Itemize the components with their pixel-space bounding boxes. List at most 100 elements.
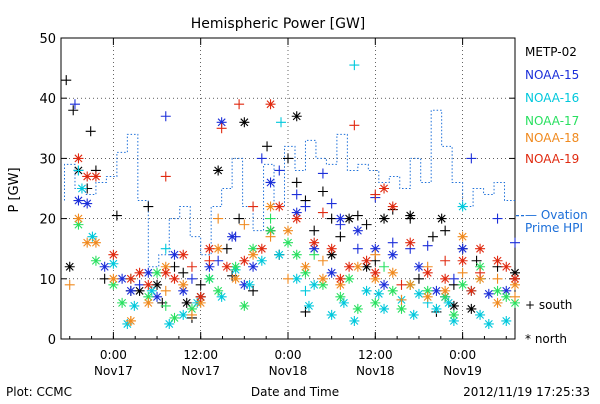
data-point-south [283,273,293,284]
data-point-south [466,153,477,164]
legend-item-noaa17: NOAA-17 [525,114,579,128]
data-point-north [501,291,512,302]
data-point-north [283,237,293,248]
legend: METP-02 NOAA-15 NOAA-16 NOAA-17 NOAA-18 … [525,45,588,346]
data-point-north [492,255,503,266]
data-point-north [440,291,451,302]
x-tick-date-label: Nov18 [356,364,395,378]
data-point-north [291,213,302,224]
data-point-north [309,237,320,248]
data-point-north [475,261,486,272]
data-point-north [457,255,468,266]
data-point-south [492,273,503,284]
data-point-north [352,261,363,272]
data-point-north [405,237,416,248]
plot-frame [60,37,516,340]
data-point-north [492,297,503,308]
data-point-north [64,261,75,272]
data-point-north [164,318,175,329]
data-point-north [239,300,250,311]
data-point-north [125,285,136,296]
data-point-south [73,165,84,176]
data-point-south [352,243,363,254]
series-noaa-15 [69,99,520,302]
data-point-north [361,261,372,272]
data-point-north [239,117,250,128]
data-point-north [370,267,381,278]
data-point-south [396,294,407,305]
data-point-south [169,261,180,272]
data-point-north [379,213,390,224]
data-point-south [274,165,285,176]
data-point-south [186,273,197,284]
data-point-north [431,303,442,314]
y-tick-label: 20 [39,213,56,228]
data-point-north [125,273,136,284]
data-point-north [457,243,468,254]
chart-title: Hemispheric Power [GW] [191,16,366,32]
data-point-south [387,237,398,248]
x-tick-time-label: 12:00 [358,348,393,362]
data-point-north [143,291,154,302]
data-point-north [213,165,224,176]
x-tick-time-label: 0:00 [100,348,127,362]
data-point-north [510,273,520,284]
data-point-south [492,213,503,224]
data-point-north [448,315,459,326]
data-point-north [291,249,302,260]
x-tick-time-label: 12:00 [183,348,218,362]
data-point-south [379,261,390,272]
data-point-south [234,99,245,110]
data-point-north [248,243,259,254]
data-point-north [73,213,84,224]
y-tick-label: 30 [39,152,56,167]
data-point-south [160,285,171,296]
y-tick-label: 40 [39,92,56,107]
data-point-north [352,225,363,236]
data-point-north [152,291,163,302]
data-point-north [370,273,381,284]
data-point-south [317,186,328,197]
data-point-north [405,279,416,290]
data-point-north [265,225,276,236]
data-point-north [248,261,259,272]
data-point-south [291,177,302,188]
data-point-north [108,273,119,284]
data-point-north [448,309,459,320]
data-point-south [471,255,482,266]
data-point-south [300,285,311,296]
data-point-north [326,267,337,278]
data-point-north [134,285,145,296]
data-point-south [216,123,227,134]
data-point-north [108,249,119,260]
data-point-north [457,201,468,212]
data-point-north [431,285,442,296]
data-point-south [178,267,189,278]
data-point-north [134,267,145,278]
data-point-south [204,255,215,266]
data-point-north [387,285,398,296]
data-point-north [239,255,250,266]
x-tick-date-label: Nov18 [269,364,308,378]
data-point-south [64,279,75,290]
data-point-north [152,267,163,278]
data-point-north [265,99,276,110]
data-point-north [396,303,407,314]
data-point-south [283,153,293,164]
data-point-north [300,261,311,272]
data-point-north [90,255,101,266]
data-point-north [99,261,110,272]
data-point-north [361,285,372,296]
data-point-north [483,288,494,299]
data-point-north [108,279,119,290]
data-point-north [448,300,459,311]
legend-ovation-line1: — Ovation [525,208,588,222]
data-point-north [73,153,84,164]
data-point-north [178,309,189,320]
data-point-north [129,300,140,311]
data-point-south [276,117,287,128]
data-point-north [143,279,154,290]
data-point-north [256,255,267,266]
data-point-south [300,306,311,317]
data-point-north [405,210,416,221]
